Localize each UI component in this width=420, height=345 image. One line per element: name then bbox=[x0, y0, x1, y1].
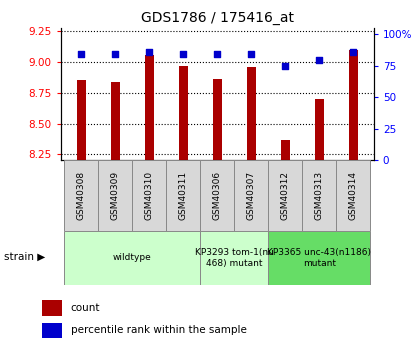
Bar bbox=[42, 300, 62, 316]
Point bbox=[112, 51, 119, 57]
Point bbox=[180, 51, 187, 57]
Point bbox=[248, 51, 255, 57]
Bar bbox=[64, 160, 98, 231]
Point bbox=[350, 49, 357, 55]
Bar bbox=[111, 82, 120, 160]
Text: GSM40307: GSM40307 bbox=[247, 171, 256, 220]
Bar bbox=[268, 160, 302, 231]
Bar bbox=[77, 80, 86, 160]
Text: KP3365 unc-43(n1186)
mutant: KP3365 unc-43(n1186) mutant bbox=[268, 248, 371, 268]
Bar bbox=[132, 160, 166, 231]
Bar bbox=[200, 160, 234, 231]
Point bbox=[282, 63, 289, 68]
Bar bbox=[336, 160, 370, 231]
Text: strain ▶: strain ▶ bbox=[4, 252, 45, 262]
Text: GSM40313: GSM40313 bbox=[315, 171, 324, 220]
Point bbox=[146, 49, 153, 55]
Bar bbox=[302, 160, 336, 231]
Bar bbox=[349, 50, 358, 160]
Text: count: count bbox=[71, 303, 100, 313]
Bar bbox=[247, 67, 256, 160]
Text: GSM40308: GSM40308 bbox=[77, 171, 86, 220]
Bar bbox=[281, 139, 290, 160]
Bar bbox=[42, 323, 62, 338]
Bar bbox=[213, 79, 222, 160]
Text: GSM40306: GSM40306 bbox=[213, 171, 222, 220]
Point bbox=[78, 51, 85, 57]
Bar bbox=[200, 231, 268, 285]
Bar bbox=[179, 66, 188, 160]
Text: GSM40309: GSM40309 bbox=[111, 171, 120, 220]
Point bbox=[316, 58, 323, 63]
Text: GSM40311: GSM40311 bbox=[179, 171, 188, 220]
Bar bbox=[234, 160, 268, 231]
Text: KP3293 tom-1(nu
468) mutant: KP3293 tom-1(nu 468) mutant bbox=[195, 248, 274, 268]
Bar bbox=[64, 231, 200, 285]
Bar bbox=[145, 55, 154, 160]
Point bbox=[214, 51, 221, 57]
Bar bbox=[315, 99, 324, 160]
Text: wildtype: wildtype bbox=[113, 253, 152, 263]
Text: percentile rank within the sample: percentile rank within the sample bbox=[71, 325, 247, 335]
Text: GSM40312: GSM40312 bbox=[281, 171, 290, 220]
Bar bbox=[98, 160, 132, 231]
Title: GDS1786 / 175416_at: GDS1786 / 175416_at bbox=[141, 11, 294, 25]
Text: GSM40310: GSM40310 bbox=[145, 171, 154, 220]
Bar bbox=[166, 160, 200, 231]
Bar bbox=[268, 231, 370, 285]
Text: GSM40314: GSM40314 bbox=[349, 171, 358, 220]
